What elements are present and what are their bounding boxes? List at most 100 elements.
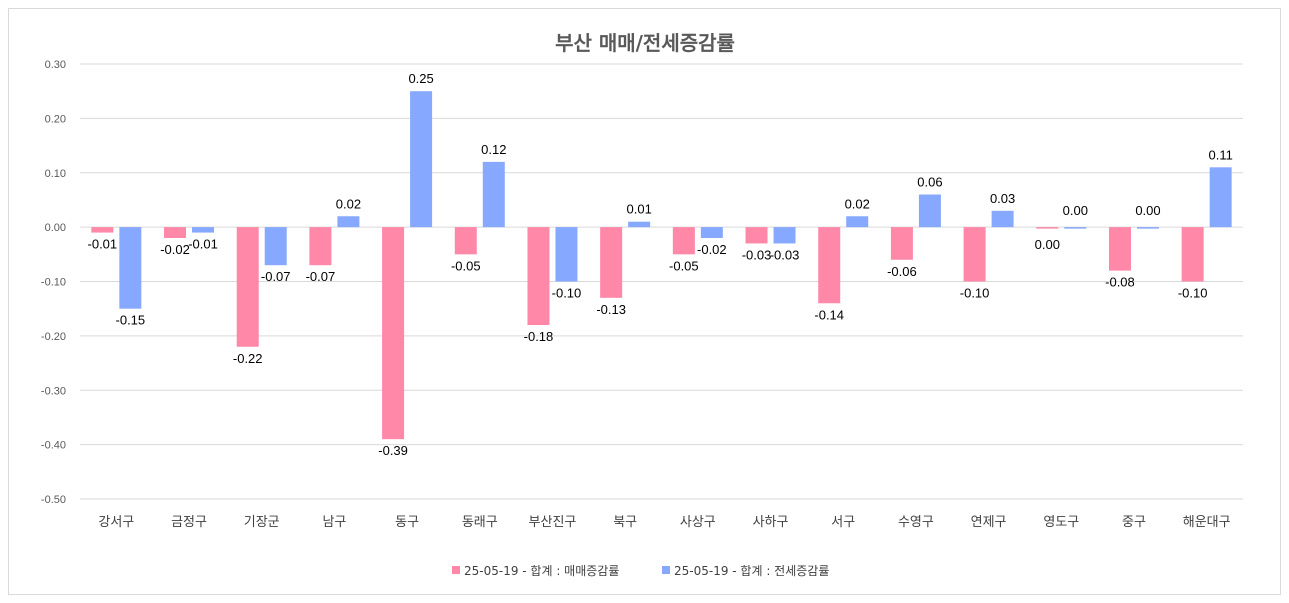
chart-title: 부산 매매/전세증감률: [555, 31, 735, 55]
data-label: 0.11: [1208, 147, 1232, 162]
data-label: -0.10: [552, 286, 582, 301]
chart-frame: [8, 8, 1281, 595]
data-label: -0.10: [960, 286, 990, 301]
category-label: 영도구: [1043, 515, 1079, 530]
data-label: -0.01: [188, 237, 218, 252]
jeonse-bar: [555, 227, 578, 282]
sale-bar: [672, 227, 695, 255]
category-label: 수영구: [898, 515, 934, 530]
sale-bar: [1181, 227, 1204, 282]
data-label: 0.02: [845, 196, 870, 211]
data-label: 0.12: [481, 142, 506, 157]
category-label: 부산진구: [529, 515, 577, 530]
grid: [80, 63, 1243, 500]
jeonse-bar: [337, 216, 360, 228]
jeonse-bar: [918, 194, 941, 228]
data-labels: -0.01 -0.02-0.22-0.07-0.39-0.05-0.18-0.13…: [88, 71, 1233, 458]
y-tick-label: 0.30: [45, 59, 66, 71]
sale-bar: [527, 227, 550, 325]
jeonse-bar: [991, 210, 1014, 228]
data-label: -0.22: [233, 351, 263, 366]
y-tick-label: -0.10: [41, 277, 66, 289]
sale-bar: [91, 227, 114, 233]
y-tick-label: 0.10: [45, 168, 66, 180]
category-label: 사상구: [680, 515, 716, 530]
data-label: 0.00: [1035, 237, 1060, 252]
data-label: -0.06: [887, 264, 917, 279]
legend-swatch-jeonse: [662, 566, 670, 574]
legend-label-sale: 25-05-19 - 합계 : 매매증감률: [464, 564, 619, 578]
data-label: -0.03: [770, 247, 800, 262]
category-label: 동구: [395, 515, 419, 530]
category-label: 금정구: [171, 515, 207, 530]
data-label: -0.13: [596, 302, 626, 317]
y-tick-label: -0.20: [41, 331, 66, 343]
bars: [91, 91, 1232, 440]
category-label: 남구: [322, 515, 346, 530]
data-label: 0.00: [1135, 203, 1160, 218]
legend: 25-05-19 - 합계 : 매매증감률 25-05-19 - 합계 : 전세증…: [452, 564, 829, 578]
category-label: 연제구: [971, 515, 1007, 530]
y-axis-ticks: 0.30 0.20 0.10 0.00 -0.10 -0.20 -0.30 -0.40 -0.5…: [41, 59, 66, 506]
data-label: -0.07: [261, 269, 291, 284]
sale-bar: [1036, 227, 1059, 229]
y-tick-label: 0.20: [45, 113, 66, 125]
sale-bar: [164, 227, 187, 238]
category-label: 서구: [831, 515, 855, 530]
jeonse-bar: [1064, 227, 1087, 229]
sale-bar: [382, 227, 405, 440]
data-label: 0.02: [336, 196, 361, 211]
data-label: -0.15: [116, 313, 146, 328]
category-label: 강서구: [98, 515, 134, 530]
data-label: -0.14: [814, 307, 844, 322]
data-label: -0.02: [160, 242, 190, 257]
category-label: 기장군: [244, 515, 280, 530]
data-label: -0.18: [524, 329, 554, 344]
category-label: 사하구: [753, 515, 789, 530]
data-label: -0.10: [1178, 286, 1208, 301]
data-label: -0.01: [88, 237, 118, 252]
jeonse-bar: [773, 227, 796, 244]
jeonse-bar: [628, 221, 651, 228]
sale-bar: [818, 227, 841, 304]
data-label: -0.02: [697, 242, 727, 257]
y-tick-label: -0.40: [41, 440, 66, 452]
x-axis-labels: 강서구 금정구 기장군 남구 동구 동래구 부산진구 북구 사상구 사하구 서구 수영구 연제구 영도구 중…: [98, 515, 1230, 530]
sale-bar: [600, 227, 623, 298]
jeonse-bar: [192, 227, 215, 233]
y-tick-label: -0.30: [41, 385, 66, 397]
data-label: -0.39: [378, 443, 408, 458]
category-label: 중구: [1122, 515, 1146, 530]
legend-label-jeonse: 25-05-19 - 합계 : 전세증감률: [674, 564, 829, 578]
jeonse-bar: [119, 227, 142, 309]
jeonse-bar: [1136, 227, 1159, 229]
data-label: 0.03: [990, 191, 1015, 206]
data-label: -0.07: [306, 269, 336, 284]
jeonse-bar: [700, 227, 723, 238]
sale-bar: [1108, 227, 1131, 271]
jeonse-bar: [410, 91, 433, 228]
sale-bar: [309, 227, 332, 266]
sale-bar: [454, 227, 477, 255]
y-tick-label: 0.00: [45, 222, 66, 234]
legend-swatch-sale: [452, 566, 460, 574]
y-tick-label: -0.50: [41, 494, 66, 506]
data-label: 0.00: [1063, 203, 1088, 218]
data-label: 0.25: [408, 71, 433, 86]
data-label: 0.01: [627, 202, 652, 217]
data-label: -0.08: [1105, 275, 1135, 290]
data-label: -0.05: [451, 258, 481, 273]
sale-bar: [963, 227, 986, 282]
sale-bar: [745, 227, 768, 244]
jeonse-bar: [1209, 167, 1232, 228]
category-label: 북구: [613, 515, 637, 530]
jeonse-bar: [482, 161, 505, 228]
data-label: -0.03: [742, 247, 772, 262]
data-label: -0.05: [669, 258, 699, 273]
sale-bar: [890, 227, 913, 260]
jeonse-bar: [846, 216, 869, 228]
sale-bar: [236, 227, 259, 347]
category-label: 동래구: [462, 515, 498, 530]
category-label: 해운대구: [1183, 515, 1231, 530]
